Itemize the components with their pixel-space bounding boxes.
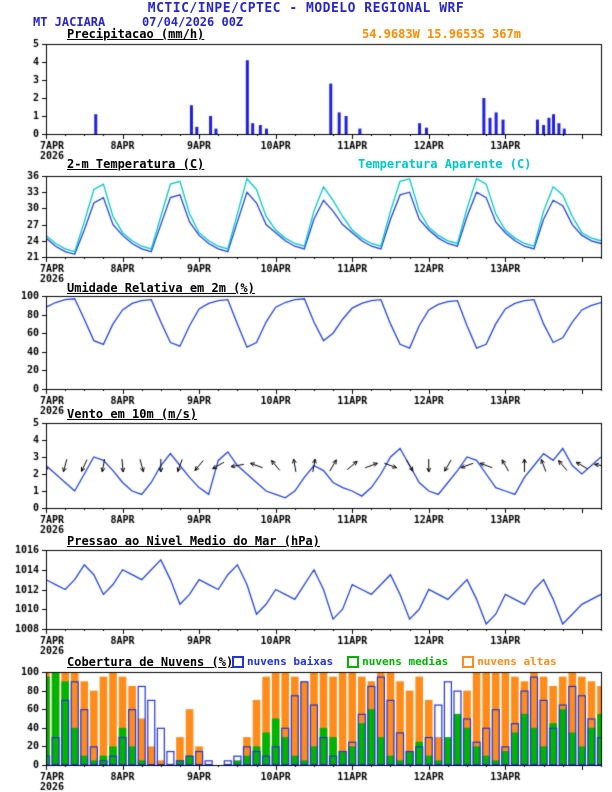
- legend-item-high-clouds: nuvens altas: [462, 655, 557, 668]
- wind-chart: [0, 417, 612, 536]
- legend-label-low-clouds: nuvens baixas: [247, 655, 334, 668]
- cloud-cover-chart: [0, 666, 612, 792]
- panel-title-wind: Vento em 10m (m/s): [67, 407, 198, 421]
- panel-title-cloud-cover: Cobertura de Nuvens (%): [67, 655, 234, 669]
- legend-box-low-clouds: [232, 655, 244, 668]
- humidity-chart: [0, 290, 612, 417]
- page-title: MCTIC/INPE/CPTEC - MODELO REGIONAL WRF: [147, 1, 465, 16]
- temperature-chart: [0, 170, 612, 285]
- legend-label-high-clouds: nuvens altas: [477, 655, 557, 668]
- legend-label-mid-clouds: nuvens medias: [362, 655, 449, 668]
- station-name: MT JACIARA: [33, 15, 106, 29]
- panel-title-pressure: Pressao ao Nivel Medio do Mar (hPa): [67, 534, 320, 548]
- panel-title-temperature: 2-m Temperatura (C): [67, 157, 205, 171]
- run-datetime: 07/04/2026 00Z: [142, 15, 244, 29]
- cloud-legend: nuvens baixas nuvens medias nuvens altas: [232, 655, 557, 668]
- legend-item-mid-clouds: nuvens medias: [347, 655, 448, 668]
- pressure-chart: [0, 544, 612, 657]
- legend-box-mid-clouds: [347, 655, 360, 668]
- legend-item-low-clouds: nuvens baixas: [232, 655, 333, 668]
- legend-box-high-clouds: [462, 655, 475, 668]
- precipitation-chart: [0, 38, 612, 162]
- legend-apparent-temperature: Temperatura Aparente (C): [358, 157, 532, 171]
- panel-title-humidity: Umidade Relativa em 2m (%): [67, 281, 255, 295]
- station-coordinates: 54.9683W 15.9653S 367m: [362, 27, 521, 41]
- panel-title-precipitation: Precipitacao (mm/h): [67, 27, 205, 41]
